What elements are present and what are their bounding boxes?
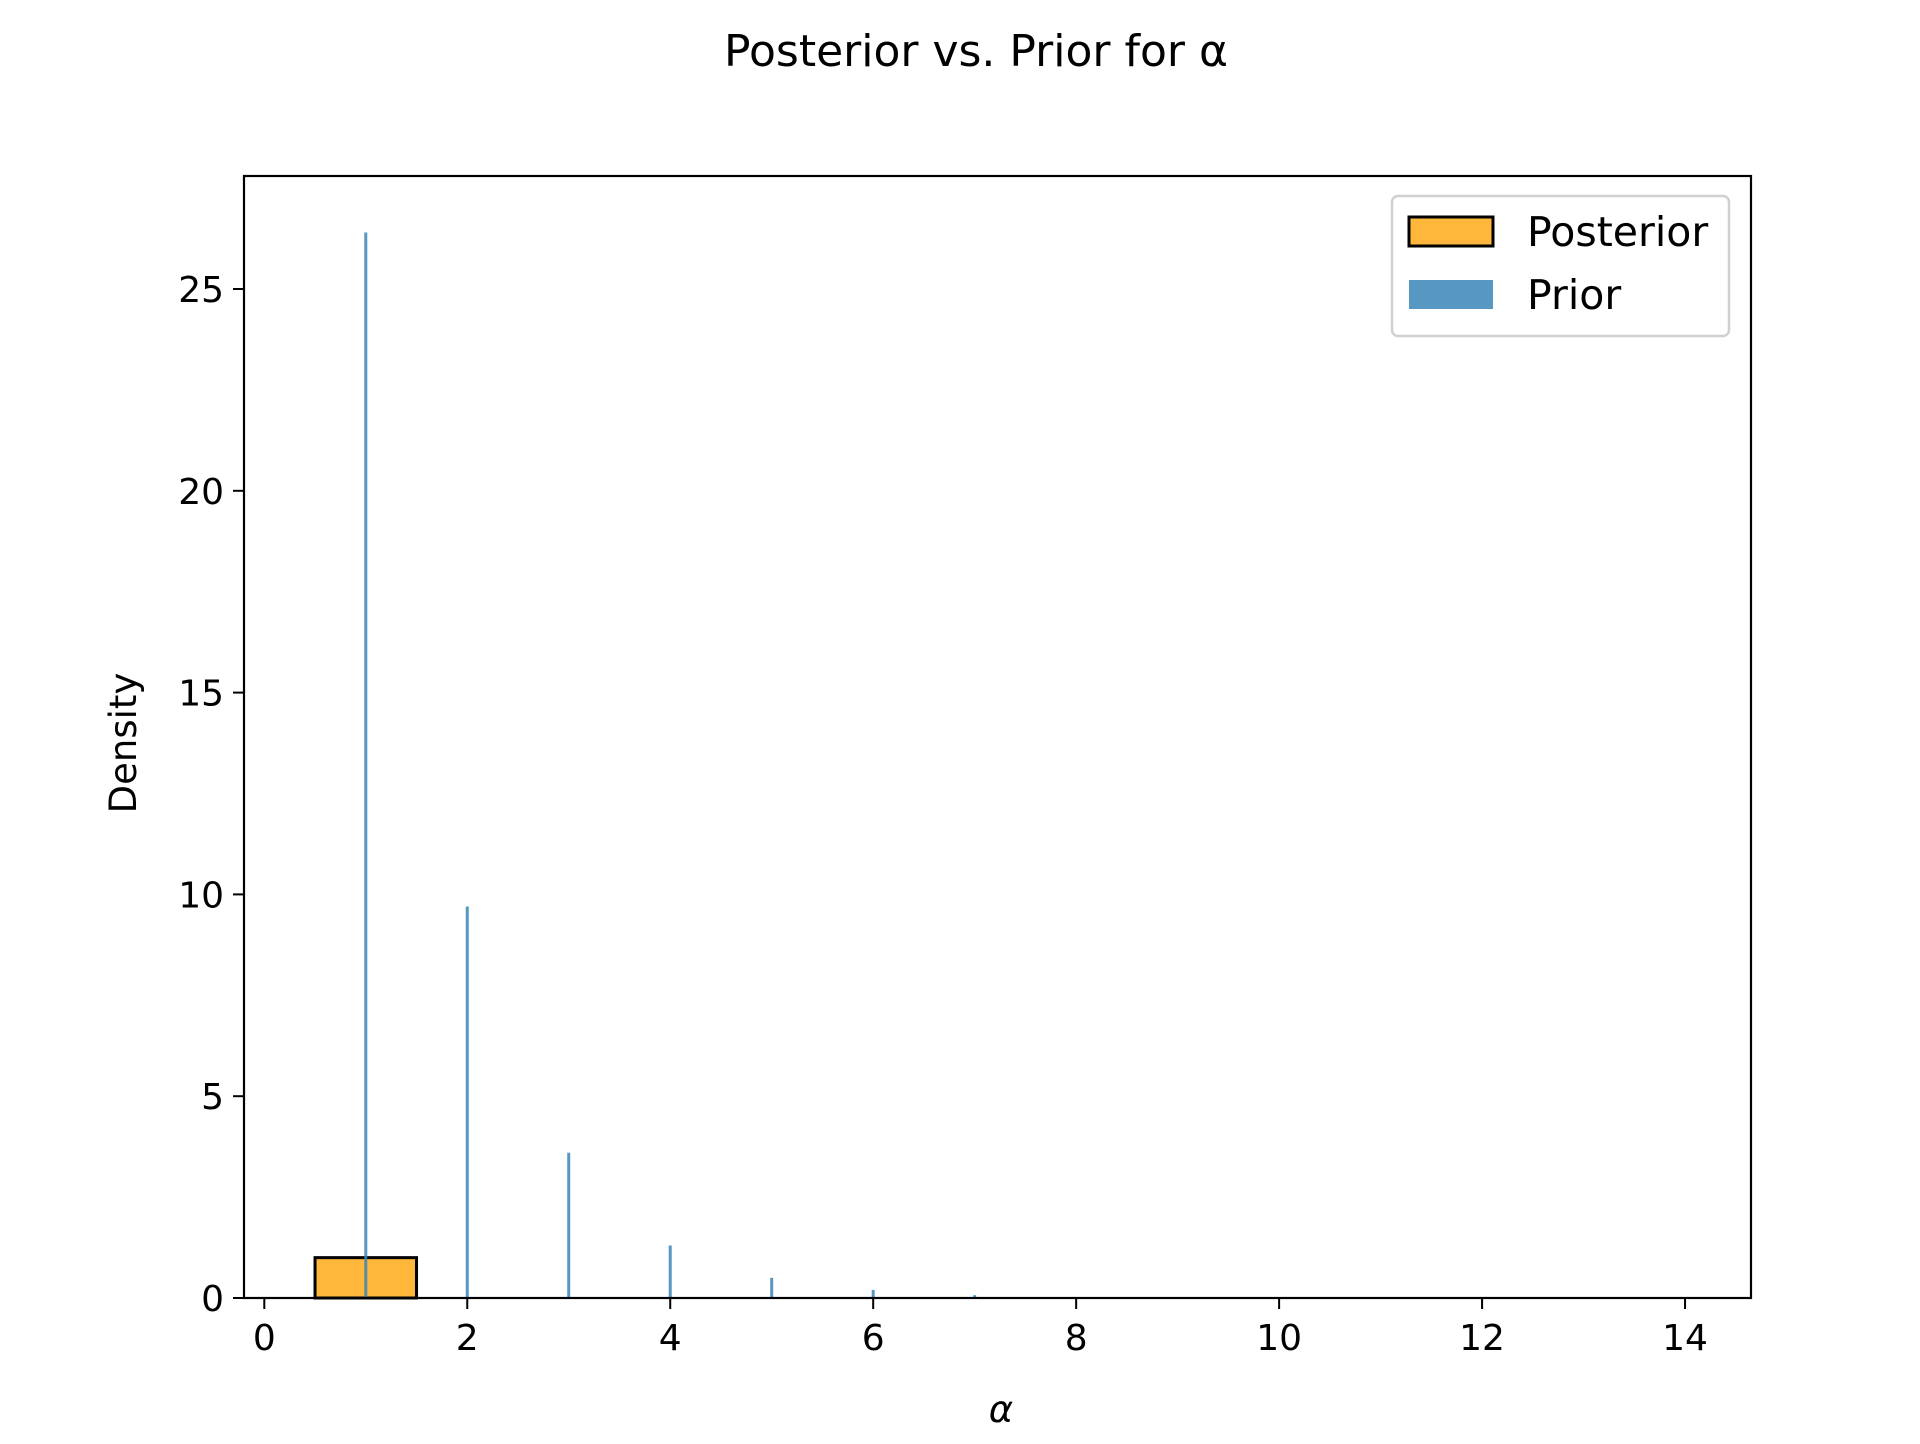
- x-tick-label-6: 12: [1459, 1318, 1505, 1359]
- plot-frame: [242, 174, 1753, 1300]
- plot-area: 0 2 4 6 8 10 12 14 0 5 10 15 20 25: [178, 174, 1753, 1359]
- legend-swatch-posterior: [1407, 215, 1495, 248]
- prior-bar-3: [668, 1245, 672, 1298]
- x-tick-label-1: 2: [456, 1318, 479, 1359]
- x-tick-label-7: 14: [1662, 1318, 1708, 1359]
- x-axis-label: α: [989, 1388, 1013, 1431]
- legend-swatch-prior: [1409, 280, 1493, 309]
- prior-bar-5: [871, 1289, 875, 1298]
- prior-bar-2: [567, 1152, 571, 1298]
- x-tick-label-5: 10: [1256, 1318, 1302, 1359]
- x-tick-label-0: 0: [253, 1318, 276, 1359]
- y-tick-label-2: 10: [178, 875, 224, 916]
- prior-bar-0: [364, 232, 368, 1298]
- legend: Posterior Prior: [1390, 194, 1731, 338]
- y-tick-label-3: 15: [178, 674, 224, 715]
- y-axis-label: Density: [102, 673, 145, 814]
- y-tick-label-5: 25: [178, 270, 224, 311]
- legend-label-prior: Prior: [1527, 271, 1621, 319]
- y-tick-label-0: 0: [201, 1279, 224, 1320]
- x-tick-label-4: 8: [1065, 1318, 1088, 1359]
- legend-label-posterior: Posterior: [1527, 208, 1708, 256]
- y-tick-label-1: 5: [201, 1077, 224, 1118]
- prior-bar-4: [770, 1277, 774, 1298]
- y-tick-label-4: 20: [178, 472, 224, 513]
- x-tick-label-2: 4: [659, 1318, 682, 1359]
- prior-bar-1: [465, 906, 469, 1298]
- chart-title: Posterior vs. Prior for α: [724, 26, 1228, 77]
- x-tick-label-3: 6: [862, 1318, 885, 1359]
- prior-bar-6: [973, 1295, 977, 1298]
